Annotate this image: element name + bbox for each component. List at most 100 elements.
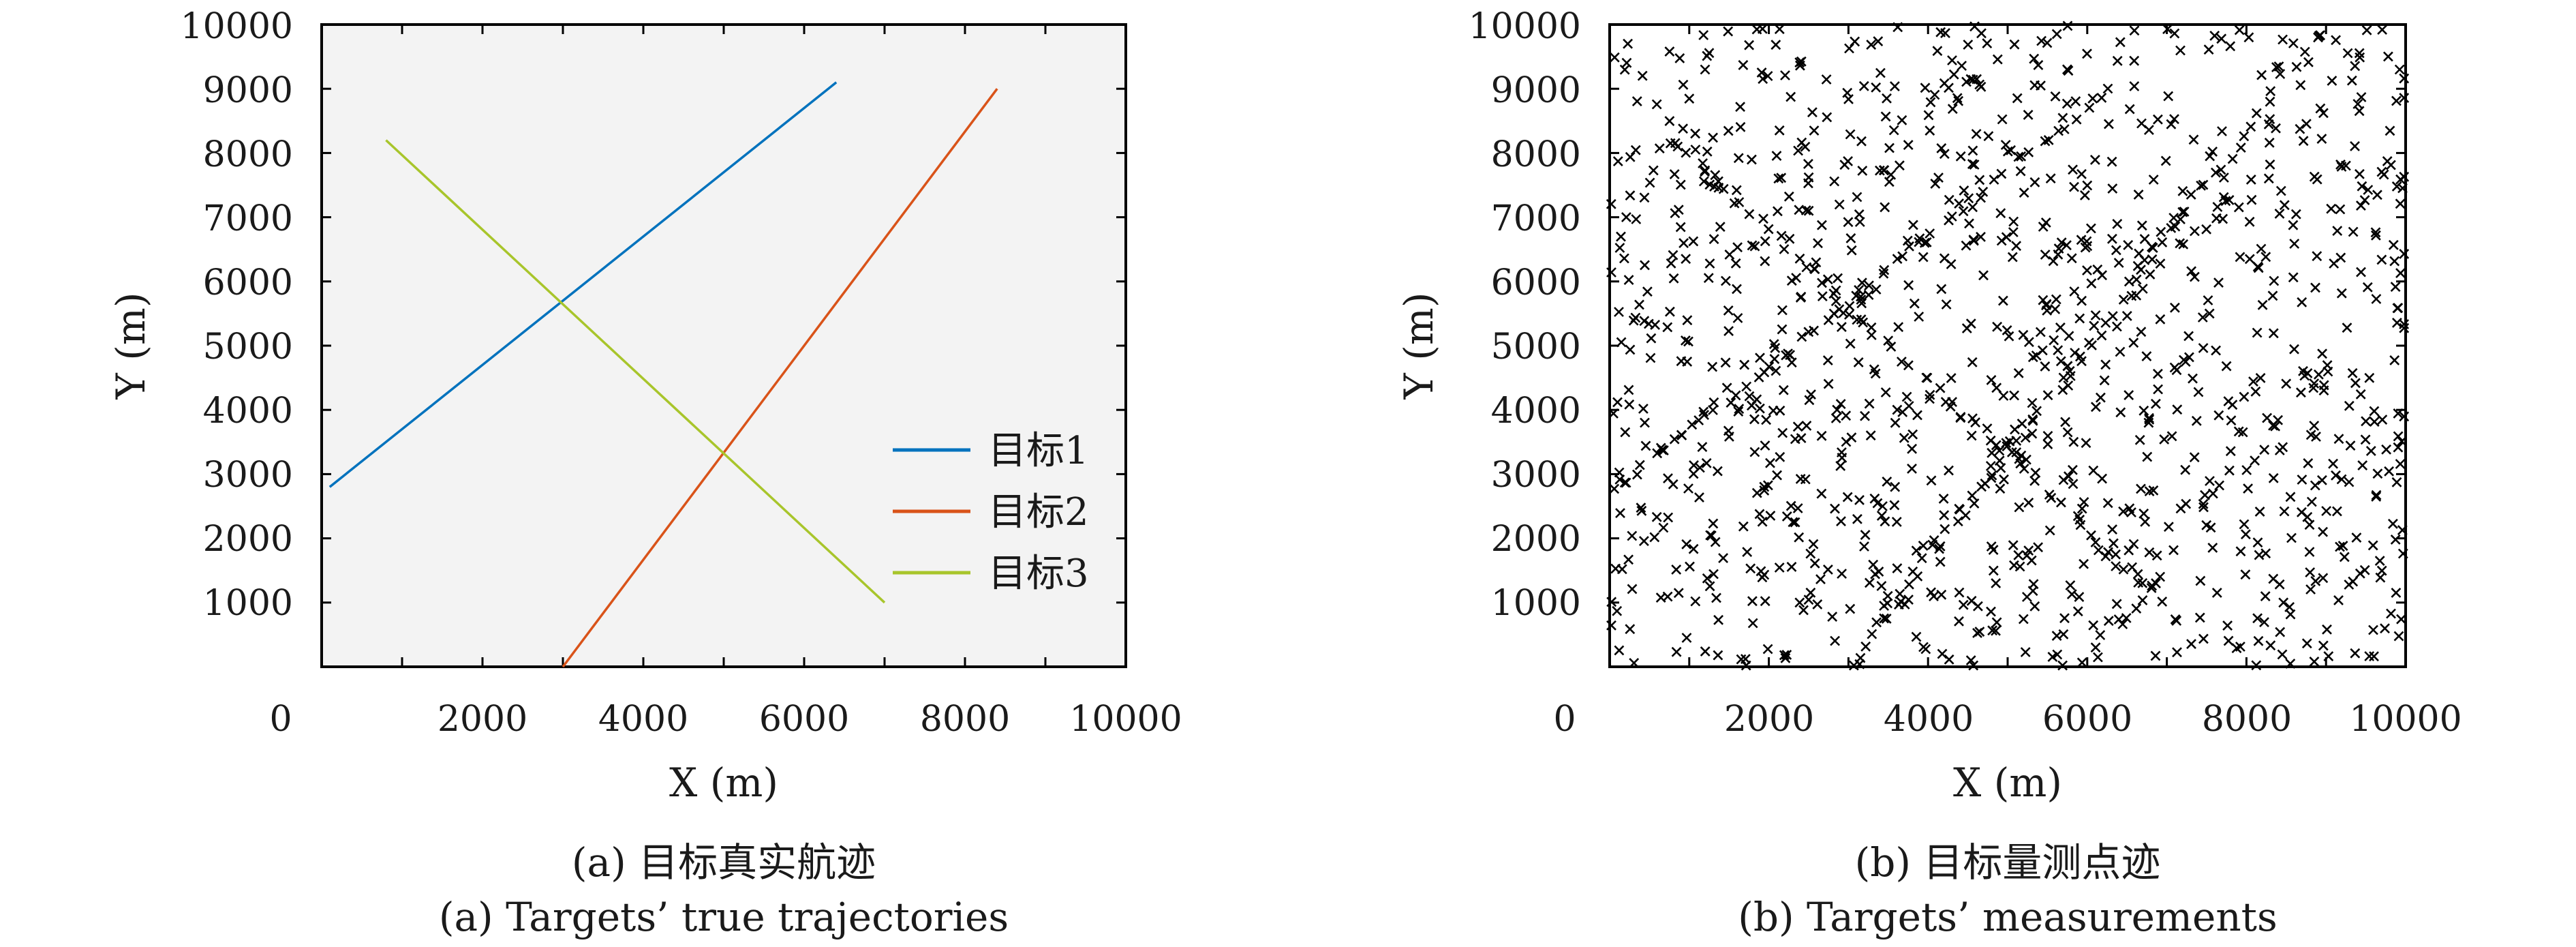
measurement-point (2347, 367, 2358, 378)
a-y-axis-label: Y (m) (108, 292, 154, 400)
measurement-point (2268, 328, 2279, 339)
measurement-point (2215, 164, 2226, 175)
measurement-point (2057, 660, 2068, 671)
measurement-point (1690, 596, 1701, 607)
measurement-point (2239, 519, 2250, 530)
measurement-point (1992, 321, 2003, 332)
measurement-point (1623, 554, 1634, 565)
measurement-point (1742, 547, 1753, 558)
measurement-point (1713, 614, 1724, 625)
measurement-point (2042, 439, 2053, 450)
measurement-point (1893, 322, 1904, 333)
measurement-point (2337, 541, 2348, 552)
measurement-point (2086, 530, 2096, 541)
measurement-point (1640, 260, 1650, 271)
measurement-point (1842, 492, 1853, 502)
measurement-point (2139, 234, 2150, 245)
measurement-point (1723, 431, 1734, 442)
measurement-point (1835, 460, 1846, 471)
measurement-point (1974, 79, 1985, 90)
measurement-point (1710, 537, 1721, 547)
measurement-point (2163, 522, 2174, 532)
measurement-point (1785, 500, 1796, 511)
measurement-point (1796, 56, 1807, 67)
measurement-point (1884, 142, 1895, 153)
measurement-point (1793, 145, 1804, 156)
measurement-point (1765, 510, 1776, 521)
measurement-point (2374, 556, 2385, 567)
measurement-point (2361, 416, 2372, 427)
measurement-point (2265, 86, 2276, 97)
measurement-point (2183, 331, 2194, 342)
measurement-point (1827, 612, 1838, 622)
measurement-point (1669, 169, 1680, 180)
measurement-point (2007, 252, 2018, 262)
measurement-point (2385, 125, 2395, 136)
measurement-point (1776, 172, 1787, 183)
measurement-point (2240, 529, 2251, 540)
measurement-point (2096, 330, 2107, 341)
measurement-point (2355, 52, 2365, 63)
measurement-point (1761, 415, 1772, 425)
measurement-point (1947, 397, 1958, 408)
measurement-point (1876, 581, 1887, 591)
measurement-point (2057, 385, 2068, 395)
measurement-point (2267, 290, 2278, 301)
measurement-point (1952, 93, 1963, 104)
measurement-point (1615, 508, 1625, 519)
measurement-point (2209, 30, 2220, 41)
measurement-point (1723, 125, 1734, 136)
measurement-point (2095, 392, 2106, 403)
measurement-point (2029, 53, 2040, 64)
measurement-point (2134, 434, 2145, 445)
measurement-point (2331, 506, 2342, 517)
measurement-point (2375, 572, 2386, 583)
b-y-axis-label: Y (m) (1396, 292, 1442, 400)
measurement-point (1982, 423, 1993, 434)
b-y-tick-label: 7000 (1491, 198, 1581, 239)
measurement-point (2244, 216, 2255, 227)
measurement-point (2136, 327, 2147, 337)
measurement-point (1792, 503, 1803, 513)
measurement-point (1934, 543, 1945, 554)
measurement-point (2198, 343, 2209, 353)
measurement-point (2369, 406, 2380, 417)
a-x-tick-labels: 0 2000 4000 6000 8000 10000 (269, 699, 1182, 740)
measurement-point (1863, 290, 1874, 301)
measurement-point (1914, 237, 1925, 247)
measurement-point (1744, 40, 1755, 50)
measurement-point (1738, 59, 1749, 70)
measurement-point (2259, 445, 2270, 455)
measurement-point (2356, 92, 2367, 102)
measurement-point (1675, 179, 1686, 190)
measurement-point (2186, 266, 2197, 277)
measurement-point (2084, 102, 2095, 113)
trajectory-line-2 (562, 88, 998, 668)
measurement-point (2361, 25, 2372, 35)
b-scatter-points (1606, 20, 2410, 671)
measurement-point (2252, 537, 2263, 548)
measurement-point (1776, 230, 1787, 241)
measurement-point (2023, 497, 2034, 508)
measurement-point (1672, 141, 1683, 152)
measurement-point (2179, 206, 2190, 217)
measurement-point (2072, 606, 2083, 617)
measurement-point (1836, 322, 1847, 333)
measurement-point (1652, 448, 1663, 459)
measurement-point (2252, 261, 2263, 272)
measurement-point (2286, 532, 2297, 543)
measurement-point (2029, 177, 2040, 187)
measurement-point (2061, 240, 2072, 251)
measurement-point (1925, 228, 1935, 239)
measurement-point (1645, 352, 1656, 363)
a-series-group (328, 81, 998, 668)
measurement-point (2053, 125, 2064, 136)
measurement-point (2332, 226, 2343, 237)
b-tick-marks (1610, 25, 2406, 667)
measurement-point (2056, 237, 2067, 248)
a-x-tick-label: 0 (269, 699, 292, 740)
measurement-point (2129, 81, 2140, 91)
a-y-tick-label: 5000 (203, 327, 293, 367)
measurement-point (1894, 160, 1905, 171)
measurement-point (1723, 26, 1734, 37)
